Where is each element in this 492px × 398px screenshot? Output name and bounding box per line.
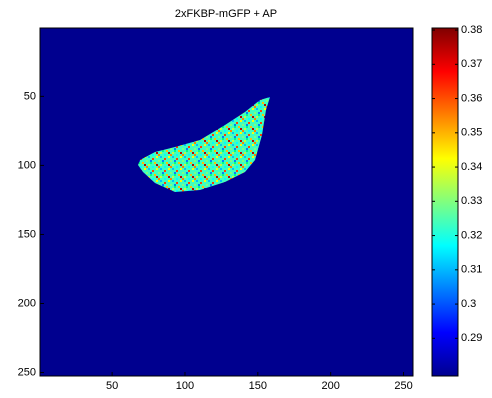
colorbar-tick-label: 0.32 [461, 229, 482, 241]
page: 2xFKBP-mGFP + AP 50 100 150 200 250 50 100 150 2… [0, 0, 492, 398]
colorbar-tick-label: 0.3 [461, 298, 476, 310]
image-area [40, 28, 413, 376]
y-tick-label: 100 [18, 159, 36, 171]
x-tick-label: 50 [106, 380, 118, 392]
y-tick-label: 150 [18, 228, 36, 240]
colorbar-tick-label: 0.36 [461, 92, 482, 104]
x-tick-label: 200 [321, 380, 339, 392]
colorbar-tick-label: 0.33 [461, 195, 482, 207]
colorbar-tick-label: 0.37 [461, 58, 482, 70]
x-tick-label: 150 [249, 380, 267, 392]
x-tick-label: 250 [394, 380, 412, 392]
y-tick-label: 250 [18, 366, 36, 378]
colorbar-tick-label: 0.29 [461, 332, 482, 344]
y-tick-label: 50 [24, 90, 36, 102]
colorbar-tick-label: 0.31 [461, 264, 482, 276]
y-tick-label: 200 [18, 297, 36, 309]
colorbar-tick-label: 0.38 [461, 24, 482, 36]
chart-title: 2xFKBP-mGFP + AP [175, 8, 277, 20]
chart: 2xFKBP-mGFP + AP 50 100 150 200 250 50 100 150 2… [0, 0, 492, 398]
colorbar-tick-label: 0.35 [461, 127, 482, 139]
colorbar-tick-label: 0.34 [461, 161, 482, 173]
colorbar [432, 28, 458, 376]
x-tick-label: 100 [176, 380, 194, 392]
